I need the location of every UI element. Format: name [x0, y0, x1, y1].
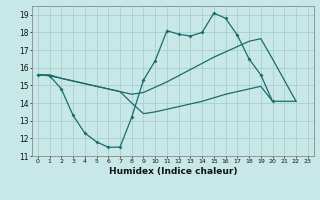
X-axis label: Humidex (Indice chaleur): Humidex (Indice chaleur): [108, 167, 237, 176]
